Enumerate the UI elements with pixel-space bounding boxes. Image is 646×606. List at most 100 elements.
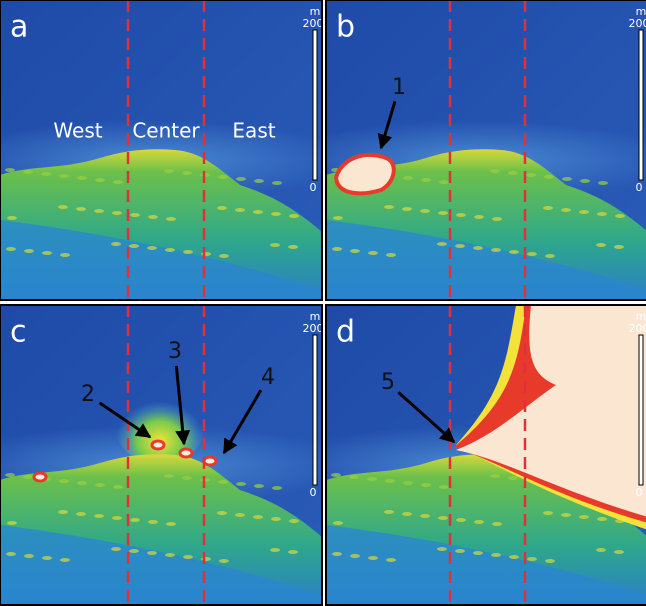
hot-speck — [456, 518, 466, 522]
scale-top: 200 — [629, 322, 646, 335]
hot-speck — [42, 556, 52, 560]
hot-speck — [474, 215, 484, 219]
hot-speck — [24, 554, 34, 558]
hot-speck — [5, 168, 15, 172]
hot-speck — [60, 558, 70, 562]
hot-speck — [272, 181, 282, 185]
hot-speck — [182, 476, 192, 480]
hot-speck — [113, 485, 123, 489]
hot-speck — [332, 552, 342, 556]
hot-speck — [527, 557, 537, 561]
hot-speck — [455, 244, 465, 248]
hot-speck — [473, 246, 483, 250]
hot-speck — [218, 480, 228, 484]
callout-number: 1 — [392, 75, 406, 100]
hot-speck — [490, 474, 500, 478]
hot-speck — [94, 209, 104, 213]
hot-speck — [235, 208, 245, 212]
hot-speck — [218, 175, 228, 179]
hot-speck — [270, 548, 280, 552]
hot-speck — [24, 249, 34, 253]
hot-speck — [420, 209, 430, 213]
hot-speck — [5, 473, 15, 477]
hot-speck — [509, 555, 519, 559]
hot-speck — [23, 475, 33, 479]
hot-speck — [95, 178, 105, 182]
hot-speck — [254, 484, 264, 488]
hot-speck — [545, 254, 555, 258]
panel-letter: a — [10, 10, 28, 45]
hot-speck — [58, 510, 68, 514]
panel: dm20005 — [276, 305, 646, 605]
hot-speck — [596, 548, 606, 552]
hot-speck — [166, 217, 176, 221]
hot-speck — [289, 519, 299, 523]
panel-letter: b — [336, 10, 355, 45]
hot-speck — [76, 512, 86, 516]
scale-bottom: 0 — [310, 486, 317, 499]
hot-speck — [368, 251, 378, 255]
hot-speck — [421, 483, 431, 487]
hot-speck — [130, 518, 140, 522]
hot-speck — [349, 475, 359, 479]
hot-speck — [111, 547, 121, 551]
hot-speck — [509, 250, 519, 254]
hot-speck — [59, 479, 69, 483]
scale-bottom: 0 — [636, 181, 643, 194]
hot-speck — [253, 210, 263, 214]
hot-speck — [332, 247, 342, 251]
hot-speck — [526, 173, 536, 177]
hot-speck — [289, 214, 299, 218]
hot-speck — [438, 211, 448, 215]
figure: am2000WestCenterEastbm20001cm2000234dm20… — [0, 0, 646, 606]
hot-speck — [23, 170, 33, 174]
hot-speck — [596, 243, 606, 247]
hot-speck — [217, 206, 227, 210]
vent — [34, 473, 46, 481]
hot-speck — [615, 214, 625, 218]
hot-speck — [148, 215, 158, 219]
region-label: East — [232, 119, 275, 143]
region-label: West — [53, 119, 102, 143]
scale-bottom: 0 — [636, 486, 643, 499]
hot-speck — [333, 216, 343, 220]
panel-letter: d — [336, 315, 355, 350]
hot-speck — [580, 179, 590, 183]
hot-speck — [129, 549, 139, 553]
scale-top: 200 — [303, 322, 324, 335]
hot-speck — [7, 216, 17, 220]
scale-top: 200 — [303, 17, 324, 30]
scale-bar — [639, 30, 643, 180]
hot-speck — [217, 511, 227, 515]
scale-top: 200 — [629, 17, 646, 30]
hot-speck — [6, 247, 16, 251]
hot-speck — [94, 514, 104, 518]
hot-speck — [544, 175, 554, 179]
hot-speck — [508, 476, 518, 480]
hot-speck — [182, 171, 192, 175]
hot-speck — [402, 512, 412, 516]
vent — [180, 449, 192, 457]
hot-speck — [421, 178, 431, 182]
hot-speck — [6, 552, 16, 556]
panel: bm20001 — [276, 0, 646, 300]
hot-speck — [598, 181, 608, 185]
hot-speck — [147, 246, 157, 250]
hot-speck — [111, 242, 121, 246]
hot-speck — [561, 513, 571, 517]
hot-speck — [508, 171, 518, 175]
hot-speck — [561, 208, 571, 212]
hot-speck — [254, 179, 264, 183]
hot-speck — [420, 514, 430, 518]
hot-speck — [543, 511, 553, 515]
hot-speck — [148, 520, 158, 524]
hot-speck — [7, 521, 17, 525]
hot-speck — [350, 554, 360, 558]
hot-speck — [368, 556, 378, 560]
hot-speck — [219, 559, 229, 563]
hot-speck — [437, 547, 447, 551]
hot-speck — [288, 245, 298, 249]
hot-speck — [164, 169, 174, 173]
hot-speck — [350, 249, 360, 253]
hot-speck — [474, 520, 484, 524]
